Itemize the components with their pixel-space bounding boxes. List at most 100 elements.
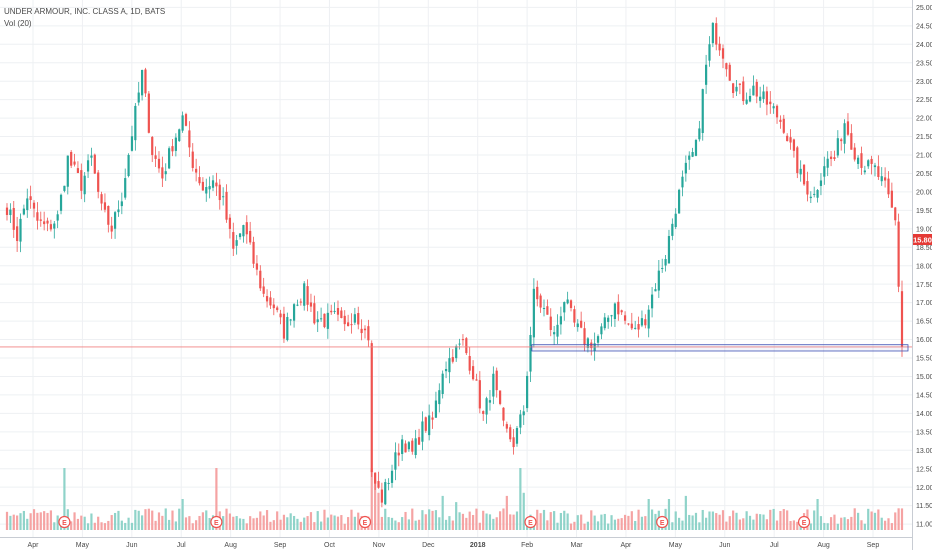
candle-body	[164, 171, 167, 175]
volume-bar	[630, 511, 633, 530]
time-axis[interactable]: Apr May Jun Jul Aug Sep Oct Nov Dec 2018 Feb Mar Apr…	[28, 542, 880, 549]
volume-bar	[556, 522, 559, 530]
candle-body	[428, 415, 431, 436]
volume-bar	[347, 517, 350, 530]
volume-bar	[836, 523, 839, 530]
volume-bar	[816, 499, 819, 530]
volume-bar	[86, 523, 90, 530]
candle-body	[610, 315, 613, 317]
earnings-marker[interactable]	[656, 515, 669, 529]
volume-bar	[49, 510, 53, 530]
volume-indicator-label[interactable]: Vol (20)	[4, 19, 32, 28]
candle-body	[377, 481, 380, 488]
volume-bar	[417, 519, 421, 530]
volume-bar	[154, 520, 157, 530]
candle-body	[573, 309, 576, 323]
volume-bar	[191, 523, 194, 530]
candle-body	[759, 96, 762, 101]
candle-body	[627, 323, 630, 325]
volume-bar	[640, 516, 644, 530]
candle-body	[769, 101, 772, 105]
volume-bar	[380, 516, 383, 530]
candle-body	[478, 380, 481, 409]
candle-body	[431, 417, 434, 420]
volume-bar	[178, 508, 181, 530]
candle-body	[184, 114, 188, 126]
candle-body	[786, 135, 789, 142]
volume-bar	[752, 519, 755, 530]
volume-bar	[272, 520, 275, 530]
volume-bar	[870, 511, 873, 530]
price-tick-label: 11.00	[916, 522, 932, 529]
volume-bar	[519, 468, 522, 530]
volume-bar	[725, 521, 728, 530]
price-tick-label: 19.50	[916, 208, 932, 215]
earnings-marker[interactable]	[210, 515, 223, 529]
candle-body	[684, 162, 687, 174]
candle-body	[809, 196, 812, 199]
candle-body	[19, 218, 22, 242]
volume-bar	[536, 509, 539, 530]
volume-bar	[644, 516, 647, 530]
candle-body	[401, 439, 404, 455]
volume-bar	[350, 509, 353, 530]
candle-body	[647, 309, 650, 329]
earnings-marker[interactable]	[58, 515, 71, 529]
volume-bar	[856, 512, 860, 530]
candle-body	[539, 295, 542, 308]
candle-body	[421, 421, 424, 442]
candle-body	[765, 91, 769, 105]
price-axis[interactable]: 11.00 11.50 12.00 12.50 13.00 13.50 14.00 14.50…	[916, 5, 932, 529]
candle-body	[144, 69, 147, 94]
candle-body	[245, 222, 248, 235]
volume-bar	[488, 514, 492, 530]
volume-bar	[100, 522, 103, 530]
candle-body	[732, 83, 735, 94]
volume-bar	[117, 510, 120, 530]
candle-body	[407, 442, 411, 450]
candle-body	[29, 196, 32, 201]
chart-legend: UNDER ARMOUR, INC. CLASS A, 1D, BATS Vol…	[4, 6, 165, 30]
volume-bar	[691, 515, 694, 530]
volume-bar	[76, 518, 80, 530]
volume-bar	[113, 512, 117, 530]
volume-bar	[370, 468, 373, 530]
support-zone-rectangle[interactable]	[531, 344, 909, 352]
candle-body	[360, 328, 363, 334]
volume-bar	[796, 521, 799, 530]
volume-bar	[228, 513, 232, 530]
candle-body	[640, 318, 644, 326]
volume-bar	[542, 509, 546, 530]
candle-body	[191, 151, 194, 168]
earnings-marker[interactable]	[358, 515, 372, 529]
candle-body	[475, 379, 478, 381]
earnings-marker[interactable]	[524, 515, 537, 529]
volume-bar	[195, 520, 198, 530]
volume-bar	[9, 515, 12, 530]
candle-body	[698, 128, 701, 140]
volume-bar	[890, 523, 893, 530]
price-tick-label: 11.50	[916, 503, 932, 510]
candle-body	[590, 342, 593, 349]
volume-bar	[769, 509, 772, 530]
volume-bar	[448, 516, 451, 530]
candle-body	[414, 438, 417, 455]
volume-bar	[343, 523, 346, 530]
time-tick-label: Jun	[126, 542, 137, 549]
candle-body	[877, 166, 880, 177]
candle-body	[83, 175, 86, 195]
candle-body	[556, 324, 559, 337]
volume-bar	[252, 518, 255, 530]
earnings-marker[interactable]	[797, 515, 811, 529]
candle-body	[752, 85, 755, 96]
volume-bar	[29, 513, 32, 530]
candle-body	[546, 306, 549, 315]
volume-bar	[205, 510, 208, 530]
candle-body	[482, 411, 485, 414]
candle-body	[580, 320, 583, 328]
volume-bar	[738, 519, 741, 530]
volume-bar	[613, 519, 617, 530]
volume-bar	[455, 502, 458, 530]
